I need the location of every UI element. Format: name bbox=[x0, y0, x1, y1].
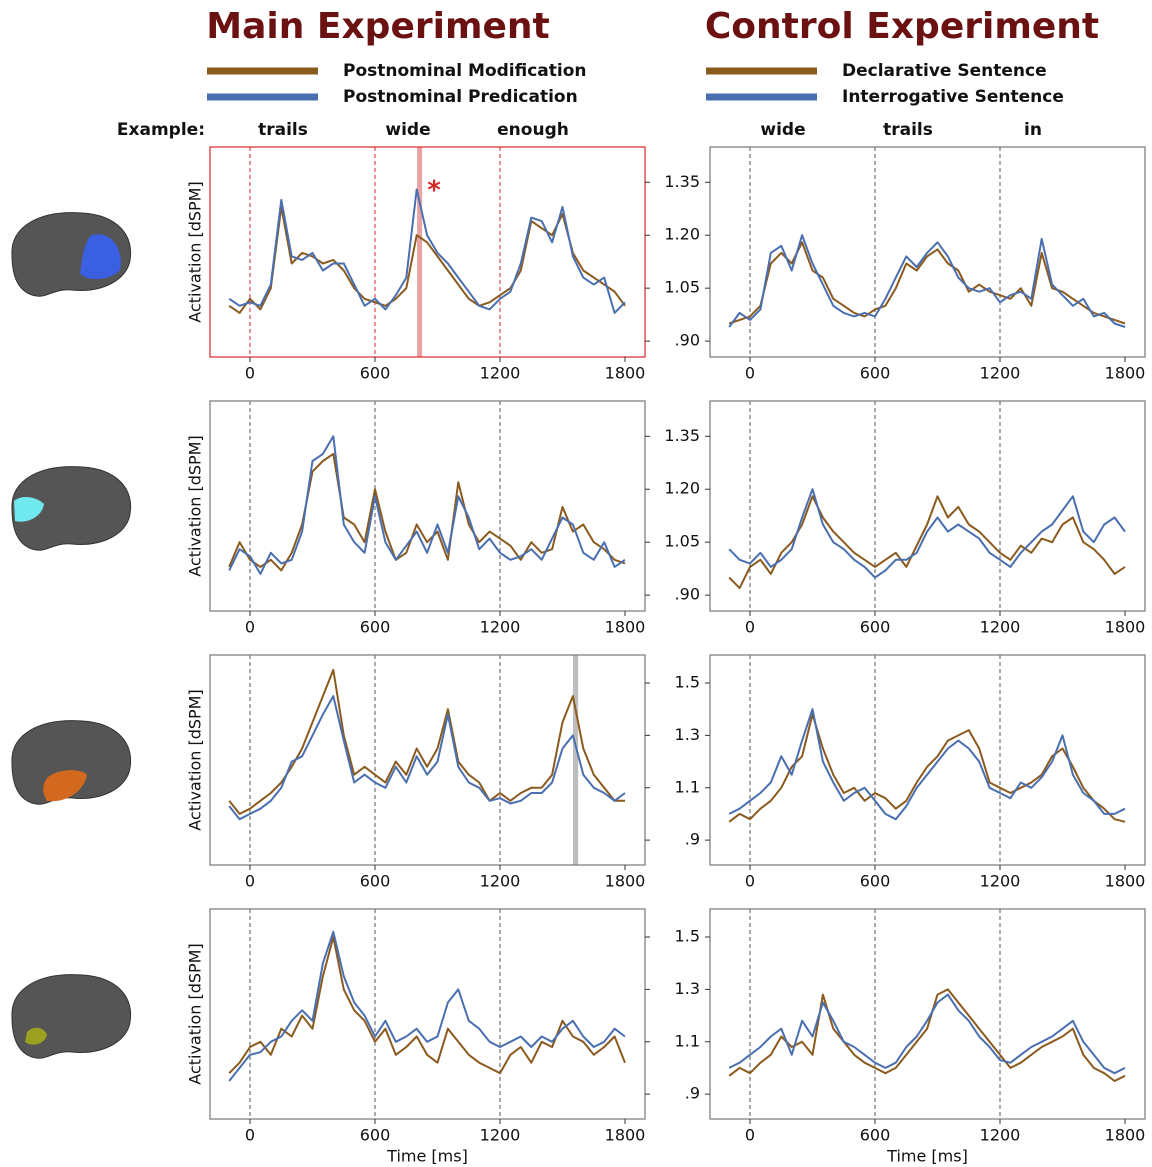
example-word: trails bbox=[258, 120, 308, 140]
x-tick-label: 0 bbox=[245, 872, 255, 891]
column-title: Main Experiment bbox=[206, 6, 549, 47]
y-axis-label: Activation [dSPM] bbox=[186, 181, 205, 322]
x-tick-label: 600 bbox=[360, 364, 391, 383]
y-tick-label: 1.3 bbox=[675, 979, 700, 998]
x-tick-label: 1800 bbox=[1105, 1126, 1146, 1145]
x-tick-label: 1200 bbox=[480, 872, 521, 891]
brain-icon bbox=[12, 721, 131, 805]
x-tick-label: 600 bbox=[860, 1126, 891, 1145]
legend-label: Interrogative Sentence bbox=[842, 87, 1064, 107]
x-tick-label: 1200 bbox=[480, 364, 521, 383]
x-axis-label: Time [ms] bbox=[386, 1147, 468, 1166]
x-tick-label: 600 bbox=[860, 618, 891, 637]
x-tick-label: 0 bbox=[745, 1126, 755, 1145]
x-tick-label: 1200 bbox=[480, 618, 521, 637]
figure: 0 600 1200 1800 Activation [dSPM] * Main Exper… bbox=[0, 0, 1152, 1167]
x-axis-label: Time [ms] bbox=[886, 1147, 968, 1166]
x-tick-label: 600 bbox=[360, 872, 391, 891]
x-tick-label: 1800 bbox=[605, 872, 646, 891]
series-line bbox=[729, 496, 1125, 588]
y-tick-label: 1.35 bbox=[664, 426, 700, 445]
y-tick-label: .9 bbox=[685, 830, 700, 849]
series-line bbox=[729, 709, 1125, 819]
example-word: enough bbox=[497, 120, 569, 140]
x-tick-label: 1800 bbox=[1105, 872, 1146, 891]
x-tick-label: 600 bbox=[360, 618, 391, 637]
x-tick-label: 0 bbox=[245, 364, 255, 383]
x-tick-label: 0 bbox=[745, 872, 755, 891]
y-tick-label: 1.20 bbox=[664, 225, 700, 244]
y-tick-label: 1.5 bbox=[675, 673, 700, 692]
example-word: wide bbox=[760, 120, 805, 140]
significance-marker: * bbox=[427, 176, 441, 206]
series-line bbox=[229, 436, 625, 574]
y-tick-label: 1.5 bbox=[675, 927, 700, 946]
x-tick-label: 1800 bbox=[605, 618, 646, 637]
significance-band bbox=[573, 655, 578, 865]
brain-icon bbox=[12, 975, 131, 1059]
y-tick-label: 1.20 bbox=[664, 479, 700, 498]
x-tick-label: 1200 bbox=[980, 618, 1021, 637]
x-tick-label: 0 bbox=[745, 364, 755, 383]
x-tick-label: 1800 bbox=[605, 364, 646, 383]
brain-icon bbox=[12, 213, 131, 297]
y-tick-label: 1.05 bbox=[664, 532, 700, 551]
y-tick-label: .90 bbox=[675, 331, 700, 350]
x-tick-label: 1200 bbox=[980, 872, 1021, 891]
brain-icon bbox=[12, 467, 131, 551]
plot-frame bbox=[710, 401, 1145, 611]
x-tick-label: 0 bbox=[245, 618, 255, 637]
x-tick-label: 1200 bbox=[980, 364, 1021, 383]
y-tick-label: 1.35 bbox=[664, 172, 700, 191]
x-tick-label: 0 bbox=[745, 618, 755, 637]
x-tick-label: 1800 bbox=[605, 1126, 646, 1145]
brain-icons bbox=[12, 213, 131, 1059]
x-tick-label: 600 bbox=[360, 1126, 391, 1145]
example-word: trails bbox=[883, 120, 933, 140]
legend-label: Declarative Sentence bbox=[842, 61, 1047, 81]
series-line bbox=[229, 670, 625, 814]
y-tick-label: 1.1 bbox=[675, 1031, 700, 1050]
y-tick-label: 1.3 bbox=[675, 725, 700, 744]
x-tick-label: 1200 bbox=[480, 1126, 521, 1145]
y-tick-label: .9 bbox=[685, 1084, 700, 1103]
x-tick-label: 1800 bbox=[1105, 364, 1146, 383]
column-title: Control Experiment bbox=[705, 6, 1099, 47]
y-axis-label: Activation [dSPM] bbox=[186, 435, 205, 576]
series-line bbox=[729, 489, 1125, 577]
plot-frame bbox=[710, 909, 1145, 1119]
series-line bbox=[229, 932, 625, 1081]
x-tick-label: 0 bbox=[245, 1126, 255, 1145]
y-axis-label: Activation [dSPM] bbox=[186, 689, 205, 830]
legend-label: Postnominal Modification bbox=[343, 61, 587, 81]
x-tick-label: 1200 bbox=[980, 1126, 1021, 1145]
x-tick-label: 600 bbox=[860, 364, 891, 383]
y-tick-label: 1.05 bbox=[664, 278, 700, 297]
series-line bbox=[229, 937, 625, 1073]
x-tick-label: 600 bbox=[860, 872, 891, 891]
plot-frame bbox=[210, 909, 645, 1119]
y-tick-label: .90 bbox=[675, 585, 700, 604]
example-word: wide bbox=[385, 120, 430, 140]
example-label: Example: bbox=[117, 120, 205, 140]
plot-frame bbox=[710, 655, 1145, 865]
y-tick-label: 1.1 bbox=[675, 777, 700, 796]
x-tick-label: 1800 bbox=[1105, 618, 1146, 637]
series-line bbox=[729, 989, 1125, 1081]
y-axis-label: Activation [dSPM] bbox=[186, 943, 205, 1084]
series-line bbox=[729, 235, 1125, 327]
example-word: in bbox=[1024, 120, 1042, 140]
legend-label: Postnominal Predication bbox=[343, 87, 578, 107]
significance-band bbox=[417, 147, 422, 357]
plot-frame bbox=[210, 401, 645, 611]
